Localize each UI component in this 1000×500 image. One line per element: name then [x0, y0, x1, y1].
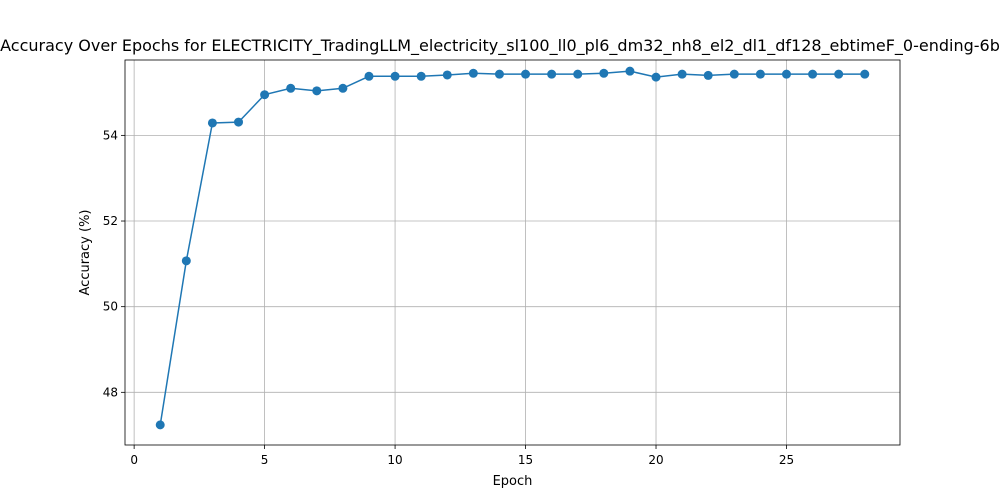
data-point — [781, 69, 791, 79]
data-point — [416, 71, 426, 81]
data-point — [573, 69, 583, 79]
data-point — [338, 83, 348, 93]
plot-frame — [124, 59, 901, 446]
data-point — [312, 86, 322, 96]
grid — [125, 60, 900, 445]
data-point — [442, 70, 452, 80]
data-point — [234, 117, 244, 127]
data-point — [286, 83, 296, 93]
data-point — [468, 68, 478, 78]
y-tick-label: 50 — [103, 300, 118, 314]
x-tick-label: 10 — [387, 453, 402, 467]
data-point — [729, 69, 739, 79]
data-point — [703, 70, 713, 80]
series-accuracy — [155, 66, 870, 430]
data-point — [755, 69, 765, 79]
data-point — [808, 69, 818, 79]
y-tick-label: 54 — [103, 128, 118, 142]
data-point — [521, 69, 531, 79]
data-point — [677, 69, 687, 79]
data-point — [834, 69, 844, 79]
x-tick-label: 20 — [648, 453, 663, 467]
data-point — [155, 420, 165, 430]
data-point — [651, 72, 661, 82]
x-tick-label: 15 — [518, 453, 533, 467]
data-point — [860, 69, 870, 79]
x-tick-label: 25 — [779, 453, 794, 467]
y-tick-label: 52 — [103, 214, 118, 228]
chart-title: Accuracy Over Epochs for ELECTRICITY_Tra… — [0, 36, 1000, 56]
data-point — [390, 71, 400, 81]
series-line — [159, 70, 865, 425]
x-tick-label: 0 — [130, 453, 138, 467]
data-point — [599, 68, 609, 78]
data-point — [260, 90, 270, 100]
data-point — [494, 69, 504, 79]
data-point — [364, 71, 374, 81]
data-point — [547, 69, 557, 79]
y-tick-label: 48 — [103, 385, 118, 399]
x-axis-label: Epoch — [493, 474, 533, 489]
x-tick-label: 5 — [261, 453, 269, 467]
data-point — [207, 118, 217, 128]
data-point — [625, 66, 635, 76]
axis-ticks: 0 5 10 15 20 25 48 50 52 54 — [103, 128, 794, 467]
y-axis-label: Accuracy (%) — [78, 210, 93, 296]
data-point — [181, 256, 191, 266]
